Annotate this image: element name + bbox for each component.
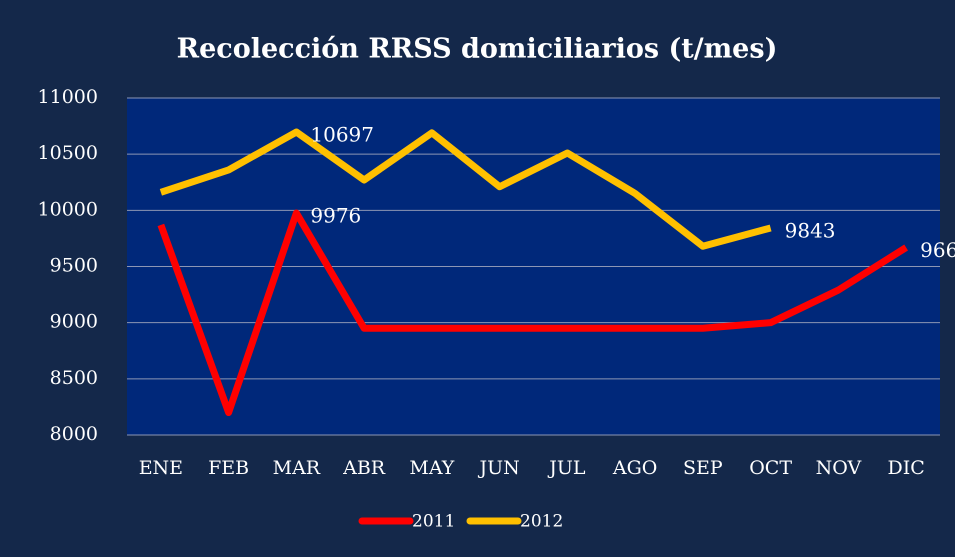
y-tick-label: 8500 (50, 367, 98, 389)
data-label: 9843 (785, 218, 836, 242)
x-tick-label: MAR (273, 457, 321, 479)
y-tick-label: 9500 (50, 255, 98, 277)
x-tick-label: ENE (139, 457, 183, 479)
x-tick-label: NOV (816, 457, 862, 479)
x-tick-label: ABR (342, 457, 386, 479)
y-tick-label: 9000 (50, 311, 98, 333)
data-label: 10697 (310, 123, 374, 147)
legend-label: 2011 (412, 512, 455, 532)
series-line (159, 128, 772, 250)
x-tick-label: JUL (547, 457, 586, 479)
x-tick-label: SEP (683, 457, 723, 479)
series-line (157, 209, 908, 417)
data-label: 9669 (920, 238, 955, 262)
data-label: 9976 (310, 204, 361, 228)
legend-label: 2012 (520, 512, 563, 532)
x-tick-label: OCT (749, 457, 792, 479)
x-tick-label: MAY (409, 457, 454, 479)
x-tick-label: FEB (208, 457, 249, 479)
y-tick-label: 8000 (50, 423, 98, 445)
x-tick-label: AGO (612, 457, 657, 479)
y-tick-label: 10000 (38, 198, 98, 220)
x-tick-label: DIC (887, 457, 924, 479)
chart-title: Recolección RRSS domiciliarios (t/mes) (177, 34, 778, 65)
y-tick-label: 11000 (38, 86, 98, 108)
y-tick-label: 10500 (38, 142, 98, 164)
x-tick-label: JUN (477, 457, 519, 479)
